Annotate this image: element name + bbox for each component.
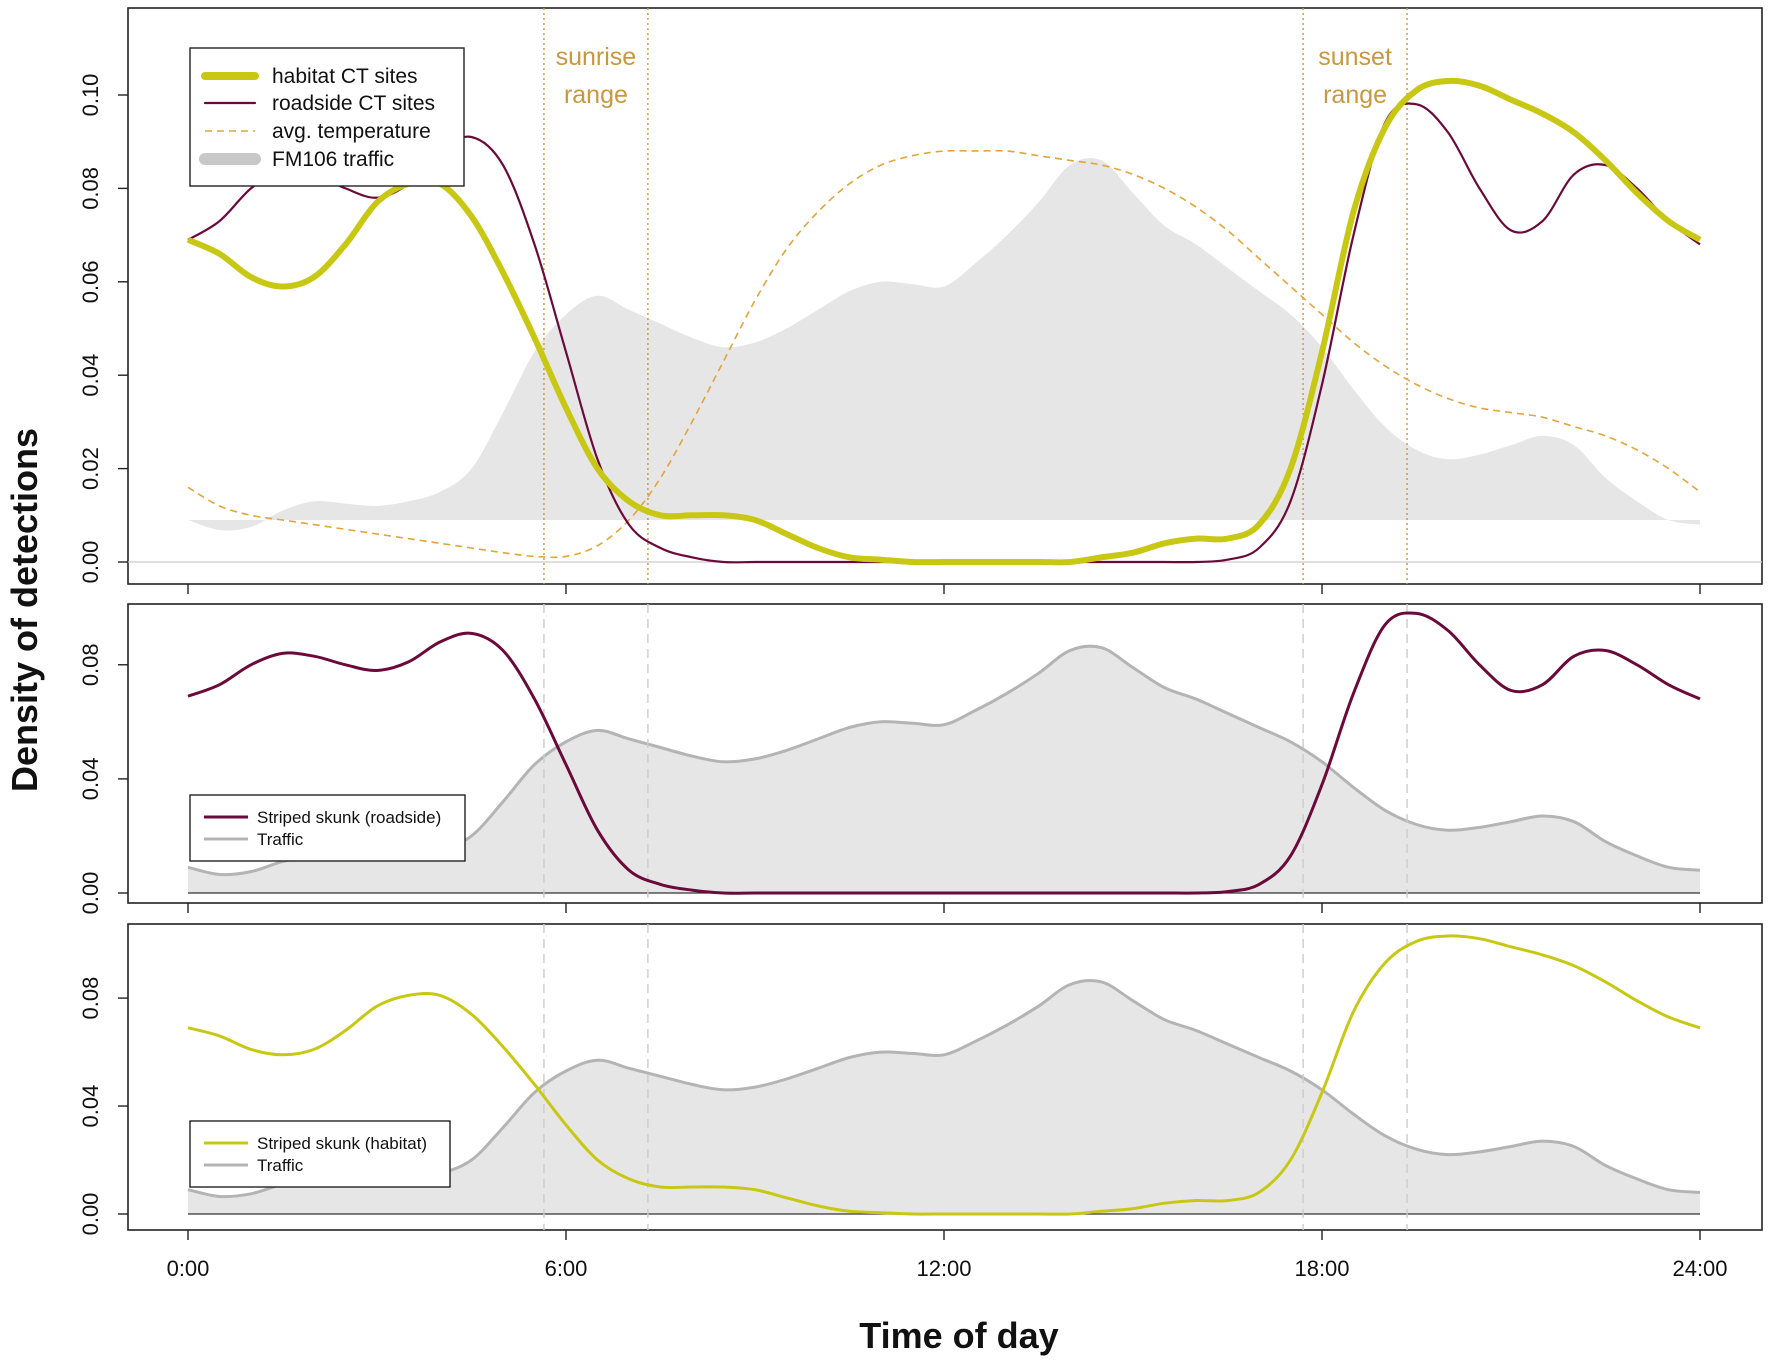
panel-frame (127, 7, 1763, 585)
legend-box (189, 794, 466, 862)
panel-roadside: 0.00 0.04 0.08 Striped skunk (roadside) Traf… (78, 603, 1763, 915)
panel-all: 0.00 0.02 0.04 0.06 0.08 0.10 habitat CT sites… (78, 7, 1763, 594)
traffic-area (188, 646, 1700, 893)
series-line-roadside-ct-sites (187, 611, 1701, 895)
series-line-habitat-ct-sites (186, 77, 1702, 566)
sunrise-range-label: range (564, 81, 628, 109)
legend-box (189, 1120, 451, 1188)
y-tick-label: 0.02 (78, 447, 103, 490)
x-axis-title: Time of day (859, 1315, 1058, 1356)
legend-label: FM106 traffic (272, 148, 394, 171)
x-tick-label: 12:00 (916, 1256, 971, 1281)
y-tick-label: 0.00 (78, 541, 103, 584)
legend-label: habitat CT sites (272, 65, 418, 88)
legend-label: Striped skunk (roadside) (257, 808, 441, 827)
legend-label: Traffic (257, 830, 304, 849)
y-tick-label: 0.00 (78, 1193, 103, 1236)
y-axis-title: Density of detections (4, 428, 45, 792)
legend-roadside: Striped skunk (roadside) Traffic (189, 794, 466, 862)
y-tick-label: 0.04 (78, 1085, 103, 1128)
panel-frame (127, 603, 1763, 904)
x-tick-label: 6:00 (545, 1256, 588, 1281)
x-tick-label: 18:00 (1294, 1256, 1349, 1281)
legend-label: avg. temperature (272, 120, 431, 143)
legend-label: roadside CT sites (272, 92, 435, 115)
y-tick-label: 0.04 (78, 354, 103, 397)
traffic-area (188, 980, 1700, 1214)
panel-habitat: 0.00 0.04 0.08 Striped skunk (habitat) Traff… (78, 923, 1763, 1240)
x-tick-label: 24:00 (1672, 1256, 1727, 1281)
series-line-avg-temperature (187, 149, 1701, 559)
range-labels: sunrise range sunset range (556, 43, 1392, 109)
y-tick-label: 0.04 (78, 757, 103, 800)
series-line-habitat-ct-sites (187, 934, 1701, 1216)
y-tick-label: 0.08 (78, 167, 103, 210)
panel-frame (127, 923, 1763, 1231)
legend-habitat: Striped skunk (habitat) Traffic (189, 1120, 451, 1188)
legend-label: Striped skunk (habitat) (257, 1134, 427, 1153)
sunrise-range-label: sunrise (556, 43, 637, 71)
y-tick-label: 0.10 (78, 74, 103, 117)
traffic-area (188, 157, 1700, 531)
y-tick-label: 0.06 (78, 260, 103, 303)
x-tick-label: 0:00 (167, 1256, 210, 1281)
legend-main: habitat CT sites roadside CT sites avg. te… (189, 47, 465, 187)
y-tick-label: 0.08 (78, 977, 103, 1020)
sunset-range-label: sunset (1318, 43, 1392, 71)
sunset-range-label: range (1323, 81, 1387, 109)
legend-label: Traffic (257, 1156, 304, 1175)
y-tick-label: 0.08 (78, 643, 103, 686)
y-tick-label: 0.00 (78, 872, 103, 915)
